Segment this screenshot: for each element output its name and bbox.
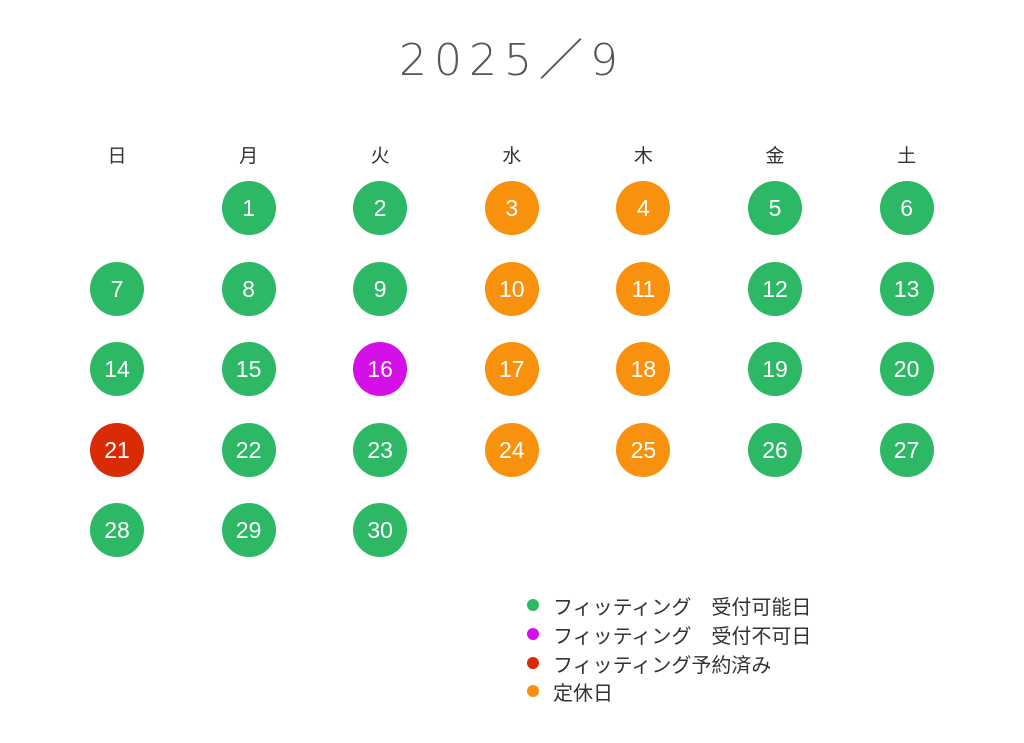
day-available[interactable]: 20 (879, 342, 934, 396)
day-available[interactable]: 5 (748, 181, 802, 235)
day-closed[interactable]: 24 (484, 422, 539, 477)
weekday-label: 土 (897, 145, 917, 167)
day-closed[interactable]: 3 (484, 181, 539, 235)
day-available[interactable]: 9 (353, 261, 408, 316)
day-available[interactable]: 26 (748, 422, 802, 477)
weekday-label: 金 (765, 145, 785, 167)
day-available[interactable]: 22 (221, 422, 276, 477)
legend-label: フィッティング 受付不可日 (553, 623, 812, 648)
weekday-label: 月 (239, 145, 259, 167)
day-available[interactable]: 27 (879, 422, 934, 477)
legend-dot-icon (527, 628, 539, 640)
day-available[interactable]: 19 (748, 342, 802, 396)
day-available[interactable]: 14 (90, 342, 144, 396)
legend-label: フィッティング予約済み (553, 652, 772, 677)
day-available[interactable]: 28 (90, 503, 144, 557)
legend-dot-icon (527, 685, 539, 697)
day-available[interactable]: 13 (879, 261, 934, 316)
day-closed[interactable]: 4 (616, 181, 671, 235)
legend-dot-icon (527, 657, 539, 669)
day-available[interactable]: 30 (353, 503, 408, 557)
day-available[interactable]: 12 (748, 261, 802, 316)
weekday-label: 木 (633, 145, 653, 167)
day-available[interactable]: 1 (221, 181, 276, 235)
day-available[interactable]: 29 (221, 503, 276, 557)
weekday-label: 火 (370, 145, 390, 167)
legend-dot-icon (527, 599, 539, 611)
legend-item: フィッティング 受付可能日 (527, 591, 811, 619)
day-closed[interactable]: 11 (616, 261, 671, 316)
day-closed[interactable]: 25 (616, 422, 671, 477)
day-available[interactable]: 23 (353, 422, 408, 477)
legend-item: フィッティング 受付不可日 (527, 620, 811, 648)
calendar-title: 2025／9 (399, 35, 625, 86)
day-closed[interactable]: 10 (484, 261, 539, 316)
legend-item: 定休日 (527, 677, 613, 705)
weekday-label: 水 (502, 145, 522, 167)
day-closed[interactable]: 18 (616, 342, 671, 396)
day-unavailable[interactable]: 16 (353, 342, 408, 396)
day-available[interactable]: 15 (221, 342, 276, 396)
legend-item: フィッティング予約済み (527, 649, 771, 677)
day-available[interactable]: 7 (90, 261, 144, 316)
day-available[interactable]: 2 (353, 181, 408, 235)
day-booked[interactable]: 21 (90, 422, 144, 477)
legend-label: 定休日 (553, 680, 613, 705)
day-available[interactable]: 6 (879, 181, 934, 235)
day-closed[interactable]: 17 (484, 342, 539, 396)
weekday-label: 日 (107, 145, 127, 167)
legend-label: フィッティング 受付可能日 (553, 594, 812, 619)
day-available[interactable]: 8 (221, 261, 276, 316)
